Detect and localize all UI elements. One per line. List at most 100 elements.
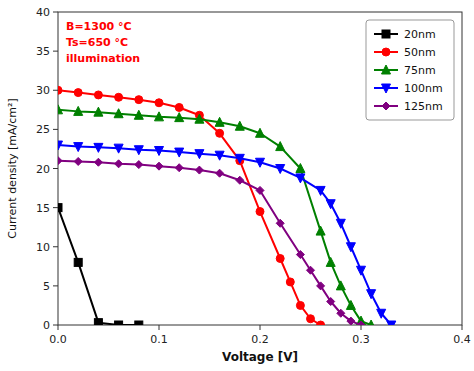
point xyxy=(74,143,83,152)
point xyxy=(216,129,224,137)
series-line xyxy=(58,110,371,325)
point xyxy=(327,298,335,306)
y-tick xyxy=(53,90,58,91)
y-tick-label: 0 xyxy=(43,319,50,332)
legend-label: 20nm xyxy=(404,28,436,41)
point xyxy=(256,186,264,194)
series-line xyxy=(58,145,391,325)
point xyxy=(114,109,123,118)
point xyxy=(357,266,366,275)
series xyxy=(58,204,143,325)
point xyxy=(155,112,164,121)
legend-marker xyxy=(382,102,390,110)
plot-frame xyxy=(58,12,462,325)
point xyxy=(135,161,143,169)
point xyxy=(367,290,376,299)
point xyxy=(58,157,62,165)
y-tick-label: 20 xyxy=(36,163,50,176)
annotation: B=1300 °CTs=650 °Cillumination xyxy=(66,20,140,65)
point xyxy=(276,142,285,151)
point xyxy=(94,143,103,152)
point xyxy=(336,281,345,290)
point xyxy=(115,321,123,325)
point xyxy=(276,165,285,174)
point xyxy=(58,141,63,150)
point xyxy=(296,251,304,259)
point xyxy=(114,144,123,153)
annotation-line: Ts=650 °C xyxy=(66,36,128,49)
y-tick-label: 15 xyxy=(36,202,50,215)
point xyxy=(316,226,325,235)
x-tick-label: 0.2 xyxy=(251,333,269,346)
series xyxy=(58,157,365,325)
legend-label: 100nm xyxy=(404,82,443,95)
point xyxy=(175,148,184,157)
point xyxy=(347,317,355,325)
y-tick-label: 40 xyxy=(36,6,50,19)
point xyxy=(256,208,264,216)
series xyxy=(58,86,325,325)
y-tick xyxy=(53,129,58,130)
x-tick xyxy=(462,325,463,330)
x-tick xyxy=(159,325,160,330)
legend-marker xyxy=(382,48,390,56)
point xyxy=(276,254,284,262)
point xyxy=(256,158,265,167)
x-tick xyxy=(361,325,362,330)
series xyxy=(58,105,376,325)
series xyxy=(58,141,396,325)
point xyxy=(94,319,102,325)
point xyxy=(135,96,143,104)
point xyxy=(58,86,62,94)
x-tick xyxy=(260,325,261,330)
point xyxy=(337,309,345,317)
point xyxy=(346,300,355,309)
y-tick-label: 25 xyxy=(36,123,50,136)
y-axis-label: Current density [mA/cm²] xyxy=(6,98,19,238)
point xyxy=(307,315,315,323)
point xyxy=(317,321,325,325)
x-tick-label: 0.0 xyxy=(49,333,67,346)
y-tick xyxy=(53,246,58,247)
point xyxy=(155,162,163,170)
point xyxy=(377,309,386,318)
point xyxy=(296,301,304,309)
point xyxy=(215,151,224,160)
point xyxy=(115,160,123,168)
x-tick xyxy=(58,325,59,330)
point xyxy=(115,93,123,101)
chart: 0.00.10.20.30.40510152025303540Voltage [… xyxy=(0,0,474,371)
y-tick xyxy=(53,51,58,52)
point xyxy=(236,176,244,184)
y-tick xyxy=(53,325,58,326)
point xyxy=(235,121,244,130)
y-tick xyxy=(53,285,58,286)
data xyxy=(58,86,396,325)
point xyxy=(155,99,163,107)
point xyxy=(94,91,102,99)
axes: 0.00.10.20.30.40510152025303540 xyxy=(36,6,471,346)
x-tick-label: 0.3 xyxy=(352,333,370,346)
x-tick-label: 0.4 xyxy=(453,333,471,346)
point xyxy=(195,114,204,123)
point xyxy=(74,258,82,266)
series-line xyxy=(58,90,321,325)
point xyxy=(155,147,164,156)
point xyxy=(175,103,183,111)
point xyxy=(357,321,365,325)
point xyxy=(296,164,305,173)
point xyxy=(346,243,355,252)
point xyxy=(307,266,315,274)
point xyxy=(317,282,325,290)
point xyxy=(235,154,244,163)
point xyxy=(135,321,143,325)
y-tick xyxy=(53,12,58,13)
y-tick-label: 30 xyxy=(36,84,50,97)
point xyxy=(74,106,83,115)
y-tick-label: 10 xyxy=(36,241,50,254)
point xyxy=(134,110,143,119)
annotation-line: B=1300 °C xyxy=(66,20,132,33)
legend-label: 125nm xyxy=(404,100,443,113)
x-axis-label: Voltage [V] xyxy=(222,350,298,364)
series-line xyxy=(58,161,361,325)
